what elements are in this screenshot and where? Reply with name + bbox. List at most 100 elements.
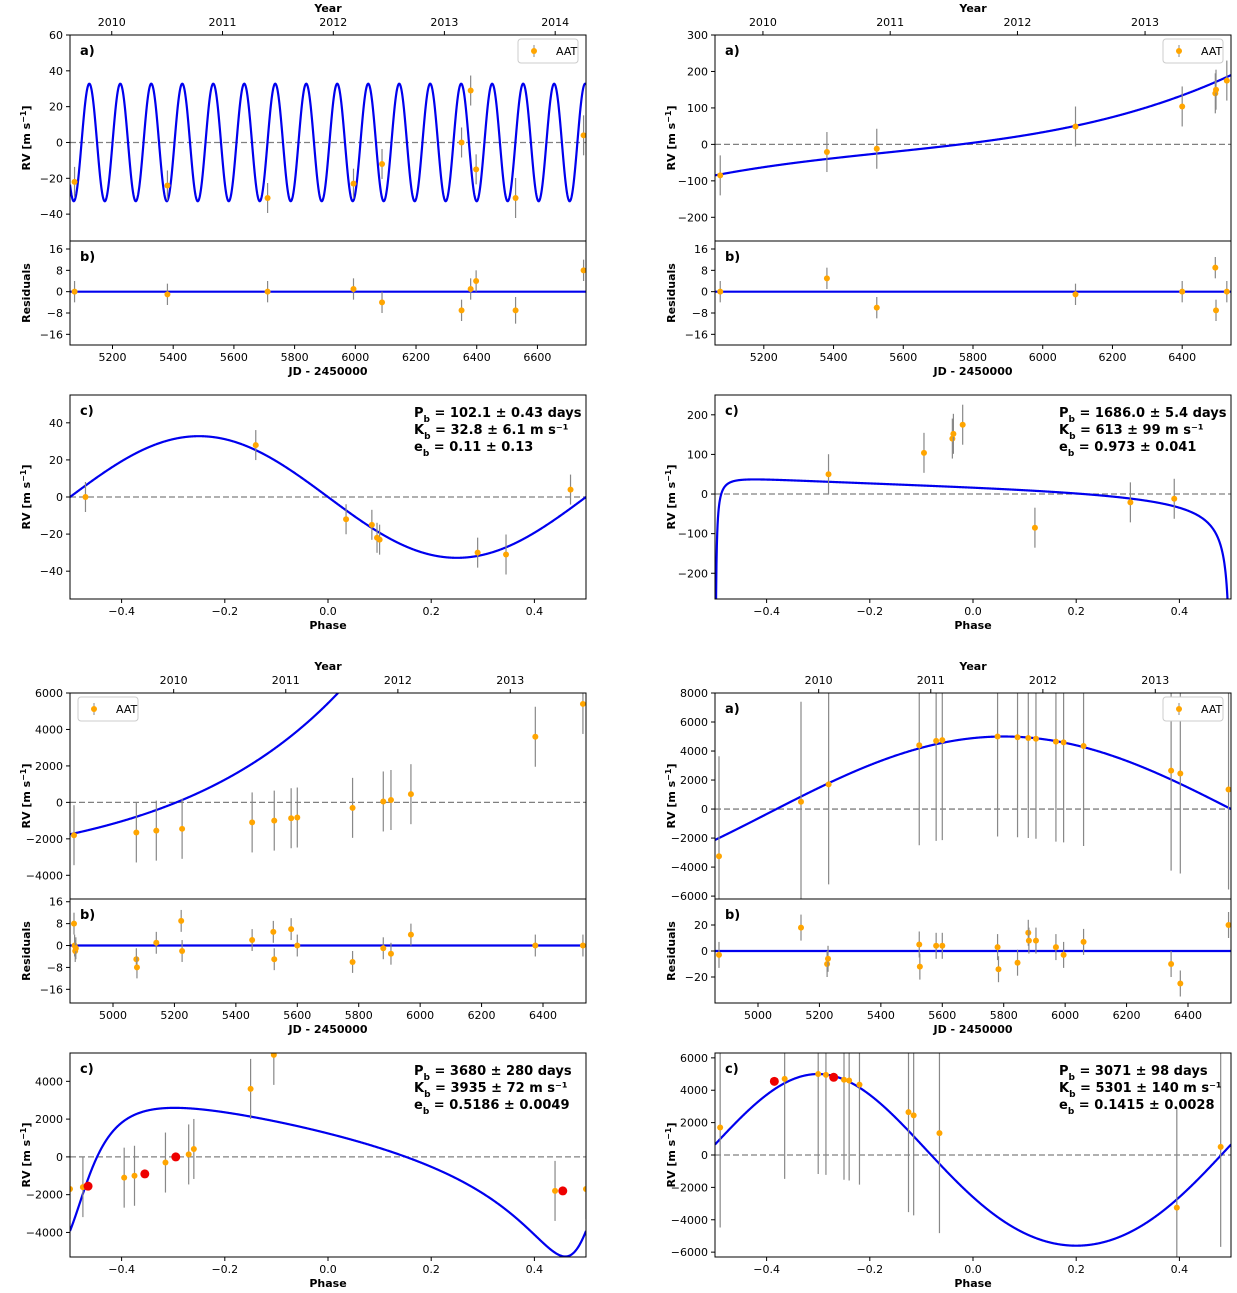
data-point [580,115,586,156]
data-marker [70,920,77,927]
data-marker [71,178,78,185]
data-marker [190,1145,197,1152]
data-point [368,509,375,540]
legend-label: AAT [1201,45,1223,58]
data-marker [294,942,301,949]
data-point [781,1053,788,1179]
data-point [715,756,722,899]
data-point [249,929,256,951]
y-tick-label: 0 [56,286,63,299]
data-marker [343,516,350,523]
data-point [1168,951,1175,977]
data-marker [552,1187,559,1194]
rv-axis-label: RV [m s−1] [664,106,679,171]
y-tick-label: −8 [47,307,63,320]
figure-block-tr: −200 −100 0 100 200 300 a) RV [m s−1] 2010 2011 20… [664,2,1232,632]
data-marker [1080,938,1087,945]
data-marker [994,944,1001,951]
data-point [380,937,387,960]
data-marker [288,815,295,822]
rv-axis-label: RV [m s−1] [664,764,679,829]
data-marker [467,286,474,292]
x-tick-label: 6200 [1098,351,1126,364]
data-marker [350,286,357,292]
data-marker [407,931,414,938]
axes-frame [69,898,587,1004]
data-marker [376,536,383,543]
x-tick-label: 6200 [468,1009,496,1022]
data-marker [781,1075,788,1082]
data-point [1213,299,1220,321]
data-marker [1032,735,1039,742]
data-marker [873,145,880,152]
data-marker [959,421,966,428]
data-point [72,937,79,960]
data-point [1032,927,1039,954]
y-tick-label: 0 [701,286,708,299]
y-tick-label: −100 [678,528,708,541]
data-marker [825,781,832,788]
data-point [264,281,271,303]
y-tick-label: 40 [49,65,63,78]
data-point [380,771,387,832]
year-tick-label: 2011 [917,674,945,687]
data-point [407,923,414,946]
data-marker [1072,291,1079,298]
data-marker [841,1076,847,1083]
year-tick-label: 2012 [319,16,347,29]
data-marker [933,737,940,744]
data-point [164,283,171,305]
data-marker [856,1081,863,1088]
data-point [856,1053,863,1185]
data-point [473,154,480,185]
data-point [939,693,946,841]
data-marker [1225,922,1231,928]
data-point [71,281,78,303]
data-point [153,800,160,861]
x-tick-label: 5400 [820,351,848,364]
residuals-axis-label: Residuals [665,263,678,323]
data-marker [349,804,356,811]
model-curve [715,735,1231,841]
legend-box [1162,38,1224,64]
axes-frame [714,692,1232,900]
y-tick-label: 0 [701,945,708,958]
data-marker [579,942,586,949]
data-marker [939,737,946,744]
data-marker [910,1112,917,1119]
y-tick-label: 2000 [35,1113,63,1126]
orbit-parameter: Pb = 1686.0 ± 5.4 days [1059,406,1227,425]
y-tick-label: 0 [701,138,708,151]
y-tick-label: 4000 [680,1084,708,1097]
x-tick-label: 6400 [1174,1009,1202,1022]
data-marker [1127,499,1134,506]
data-point [1173,1107,1180,1257]
x-tick-label: 5600 [889,351,917,364]
y-tick-label: 60 [49,29,63,42]
y-tick-label: −20 [40,528,63,541]
legend-box [1162,696,1224,722]
x-tick-label: 5200 [160,1009,188,1022]
year-tick-label: 2011 [272,674,300,687]
data-marker [179,825,186,832]
data-marker [815,1071,822,1078]
phase-axis-label: Phase [309,1277,346,1290]
data-marker [1171,495,1178,502]
data-marker [939,942,946,949]
data-marker [133,829,140,836]
data-point [271,790,278,851]
data-point [512,178,519,219]
y-tick-label: 8 [701,264,708,277]
data-marker [133,964,140,971]
legend-marker [91,706,97,712]
data-marker [474,549,481,556]
y-tick-label: 4000 [35,723,63,736]
data-point [994,693,1001,837]
data-marker [873,304,880,311]
orbit-parameter: Kb = 3935 ± 72 m s⁻¹ [414,1081,568,1100]
x-tick-label: 6000 [1051,1009,1079,1022]
data-point [467,75,474,106]
data-point [532,934,539,957]
plot-area [70,909,586,979]
